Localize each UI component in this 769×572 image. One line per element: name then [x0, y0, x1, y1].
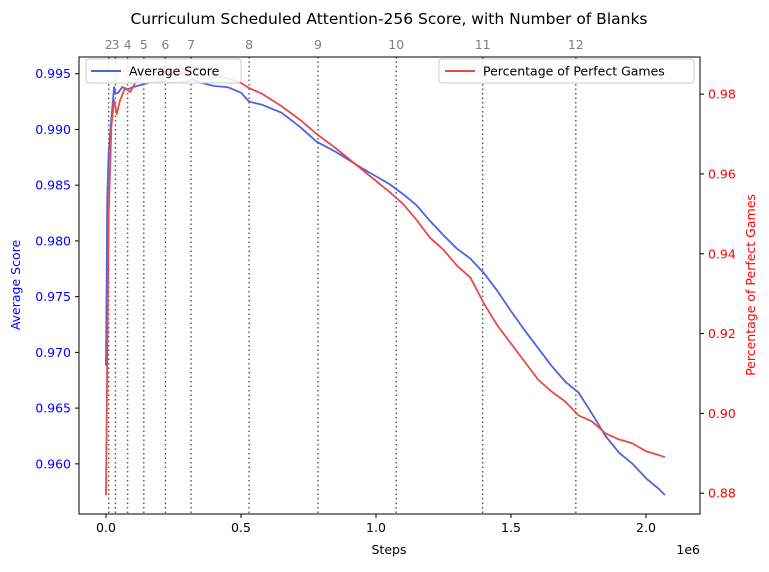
right-y-tick-label: 0.90 — [708, 406, 736, 421]
left-y-axis-label: Average Score — [8, 240, 23, 331]
blank-marker-label: 12 — [568, 37, 584, 52]
series-layer — [105, 66, 666, 496]
x-axis: 0.0 0.5 1.0 1.5 2.0 — [96, 514, 656, 535]
right-y-axis: 0.88 0.90 0.92 0.94 0.96 0.98 — [700, 87, 736, 501]
blank-marker-label: 6 — [161, 37, 169, 52]
left-y-tick-label: 0.980 — [35, 233, 71, 248]
blank-markers: 23 4 5 6 7 8 9 10 11 12 — [105, 37, 584, 514]
left-y-tick-label: 0.995 — [35, 66, 71, 81]
x-axis-label: Steps — [372, 542, 407, 557]
chart-title: Curriculum Scheduled Attention-256 Score… — [130, 10, 647, 28]
left-y-tick-label: 0.970 — [35, 345, 71, 360]
blank-marker-label: 5 — [140, 37, 148, 52]
right-y-tick-label: 0.88 — [708, 486, 736, 501]
legend-left-box — [85, 58, 242, 84]
x-tick-label: 2.0 — [636, 520, 656, 535]
x-tick-label: 1.0 — [366, 520, 386, 535]
plot-frame — [78, 56, 701, 515]
left-y-tick-label: 0.985 — [35, 178, 71, 193]
right-y-tick-label: 0.94 — [708, 246, 736, 261]
legend-right: Percentage of Perfect Games — [438, 58, 695, 84]
blank-marker-label: 8 — [245, 37, 253, 52]
x-tick-label: 0.5 — [231, 520, 251, 535]
legend-left-label: Average Score — [129, 64, 220, 79]
left-y-tick-label: 0.960 — [35, 456, 71, 471]
left-y-tick-label: 0.990 — [35, 122, 71, 137]
blank-marker-label: 7 — [187, 37, 195, 52]
right-y-tick-label: 0.92 — [708, 326, 736, 341]
legend-left: Average Score — [85, 58, 242, 84]
blank-marker-label: 10 — [388, 37, 404, 52]
legend-right-label: Percentage of Perfect Games — [483, 64, 665, 79]
left-y-tick-label: 0.965 — [35, 401, 71, 416]
left-y-tick-label: 0.975 — [35, 289, 71, 304]
series-line-perfect-games — [105, 66, 666, 496]
right-y-tick-label: 0.98 — [708, 87, 736, 102]
legend-right-box — [438, 58, 695, 84]
blank-marker-label: 2 — [105, 37, 113, 52]
right-y-axis-label: Percentage of Perfect Games — [743, 194, 758, 376]
x-axis-scale-label: 1e6 — [676, 542, 700, 557]
x-tick-label: 1.5 — [501, 520, 521, 535]
x-tick-label: 0.0 — [96, 520, 116, 535]
blank-marker-label: 4 — [124, 37, 132, 52]
right-y-tick-label: 0.96 — [708, 166, 736, 181]
blank-marker-label: 3 — [111, 37, 119, 52]
left-y-axis: 0.960 0.965 0.970 0.975 0.980 0.985 0.990 0.995 — [35, 66, 79, 471]
blank-marker-label: 9 — [314, 37, 322, 52]
blank-marker-label: 11 — [475, 37, 491, 52]
